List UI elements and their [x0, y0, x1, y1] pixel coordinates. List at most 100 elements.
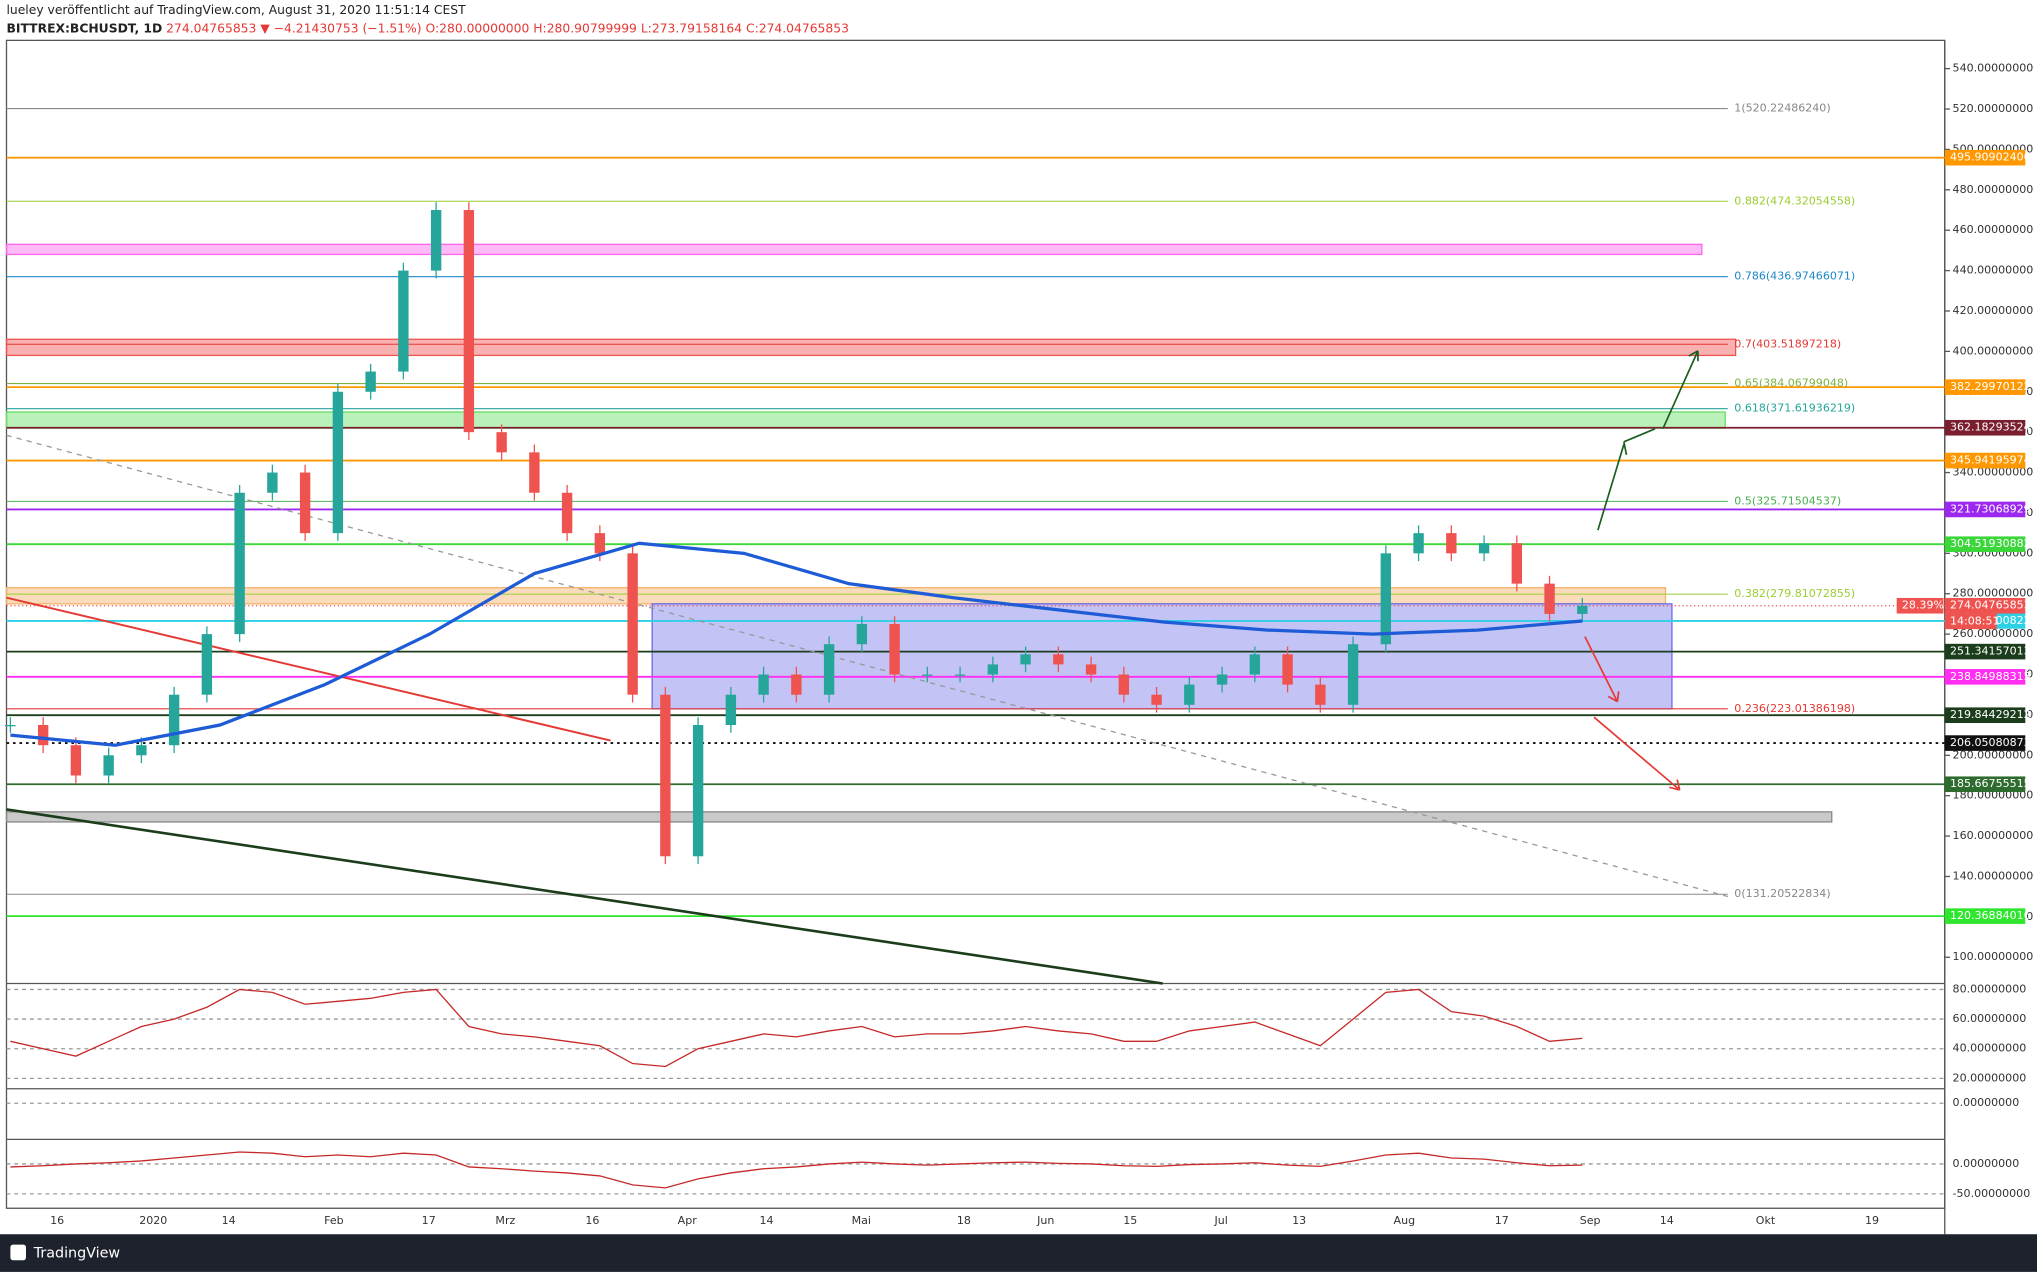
- candle: [1020, 654, 1031, 665]
- moving-average: [10, 541, 1583, 747]
- candle: [463, 210, 475, 433]
- level-tag: [1944, 735, 2026, 751]
- level-label: 321.73068929: [1950, 502, 2031, 515]
- candle: [496, 432, 507, 453]
- x-tick-label: 13: [1292, 1214, 1306, 1227]
- x-tick-label: Feb: [324, 1214, 344, 1227]
- candle: [1347, 644, 1359, 705]
- logo: [10, 1244, 26, 1261]
- candle: [201, 634, 213, 695]
- x-tick-label: 16: [50, 1214, 64, 1227]
- arrow: ▼: [260, 21, 270, 35]
- level-tag: [1944, 536, 2026, 553]
- arrow: [1584, 636, 1681, 791]
- countdown-tag: [1944, 613, 1997, 630]
- y-tick-label: 440.00000000: [1953, 264, 2034, 277]
- x-tick-label: Mai: [852, 1214, 871, 1227]
- candle: [987, 664, 999, 675]
- x-tick-label: Sep: [1580, 1214, 1601, 1227]
- candle: [1315, 684, 1326, 705]
- x-tick-label: Jun: [1036, 1214, 1054, 1227]
- indicator-line: [10, 988, 1583, 1068]
- candle: [594, 533, 606, 554]
- candle: [725, 694, 737, 726]
- pct-tag: [1896, 597, 1944, 614]
- zone: [5, 587, 1667, 605]
- x-tick-label: 2020: [139, 1214, 167, 1227]
- level-tag: [1944, 669, 2026, 685]
- candle: [1151, 694, 1162, 705]
- candle: [1053, 654, 1064, 665]
- x-tick-label: 17: [422, 1214, 436, 1227]
- level-tag: [1944, 419, 2026, 436]
- candle: [561, 492, 573, 534]
- candle: [299, 472, 311, 534]
- candle: [758, 674, 769, 695]
- x-tick-label: Jul: [1214, 1214, 1228, 1227]
- fib-label: 0.65(384.06799048): [1734, 377, 1848, 390]
- indicator-line: [10, 1151, 1583, 1189]
- candle: [922, 674, 933, 676]
- low: L:273.79158164: [641, 21, 742, 35]
- level-tag: [1944, 149, 2026, 166]
- y-tick-label: 140.00000000: [1953, 869, 2034, 882]
- candle: [1282, 654, 1293, 685]
- fib-label: 0.618(371.61936219): [1734, 402, 1855, 415]
- candle: [398, 270, 409, 372]
- level-label: 304.51930882: [1950, 537, 2031, 550]
- zone: [5, 338, 1737, 357]
- y-tick-label: 20.00000000: [1953, 1071, 2027, 1084]
- y-tick-label: 460.00000000: [1953, 223, 2034, 236]
- level-tag: [1944, 643, 2026, 660]
- current-tag: [1944, 597, 2026, 614]
- candle: [1577, 605, 1588, 614]
- x-tick-label: Okt: [1756, 1214, 1776, 1227]
- y-tick-label: 340.00000000: [1953, 466, 2034, 479]
- level-tag: [1944, 501, 2026, 518]
- y-tick-label: 60.00000000: [1953, 1012, 2027, 1025]
- trendline: [6, 808, 1163, 985]
- candle: [954, 674, 966, 676]
- change: −4.21430753 (−1.51%): [274, 21, 422, 35]
- x-tick-label: 16: [585, 1214, 599, 1227]
- y-tick-label: 420.00000000: [1953, 304, 2034, 317]
- level-tag: [1944, 379, 2026, 395]
- publish-info: lueley veröffentlicht auf TradingView.co…: [6, 3, 466, 17]
- y-tick-label: 480.00000000: [1953, 183, 2034, 196]
- candle: [1085, 664, 1097, 675]
- y-tick-label: 40.00000000: [1953, 1042, 2027, 1055]
- level-label: 120.36884016: [1950, 909, 2031, 922]
- range-box: [651, 603, 1673, 710]
- fib-label: 0.7(403.51897218): [1734, 337, 1841, 350]
- level-label: 495.90902406: [1950, 151, 2031, 164]
- level-label: 185.66755515: [1950, 777, 2031, 790]
- candle: [1380, 553, 1392, 645]
- candle: [529, 452, 540, 493]
- y-tick-label: 160.00000000: [1953, 829, 2034, 842]
- y-tick-label: 100.00000000: [1953, 950, 2034, 963]
- fib-label: 0.882(474.32054558): [1734, 194, 1855, 207]
- candle: [856, 624, 868, 645]
- candle: [627, 553, 638, 695]
- candle: [332, 391, 344, 534]
- candle: [37, 725, 49, 746]
- candle: [365, 371, 376, 392]
- y-tick-label: 260.00000000: [1953, 627, 2034, 640]
- candle: [889, 624, 900, 675]
- candle: [1216, 674, 1228, 685]
- level-tag: [1944, 908, 2026, 924]
- y-tick-label: 0.00000000: [1953, 1157, 2020, 1170]
- y-tick-label: 540.00000000: [1953, 62, 2034, 75]
- x-tick-label: 19: [1865, 1214, 1879, 1227]
- candle: [1544, 583, 1555, 614]
- level-tag: [1944, 707, 2026, 724]
- level-tag: [1944, 776, 2026, 793]
- y-tick-label: 280.00000000: [1953, 587, 2034, 600]
- close: C:274.04765853: [746, 21, 849, 35]
- countdown: 14:08:51: [1950, 614, 2000, 627]
- arrow: [1597, 428, 1656, 531]
- brand: TradingView: [33, 1246, 121, 1262]
- level-label: 206.05080873: [1950, 736, 2031, 749]
- level-label: 238.84988315: [1950, 670, 2031, 683]
- candle: [267, 472, 278, 493]
